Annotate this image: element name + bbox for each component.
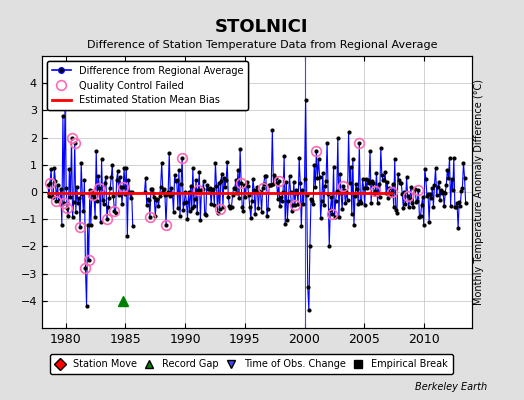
Legend: Difference from Regional Average, Quality Control Failed, Estimated Station Mean: Difference from Regional Average, Qualit… [47, 61, 248, 110]
Y-axis label: Monthly Temperature Anomaly Difference (°C): Monthly Temperature Anomaly Difference (… [474, 79, 484, 305]
Text: STOLNICI: STOLNICI [215, 18, 309, 36]
Text: Berkeley Earth: Berkeley Earth [415, 382, 487, 392]
Legend: Station Move, Record Gap, Time of Obs. Change, Empirical Break: Station Move, Record Gap, Time of Obs. C… [50, 354, 453, 374]
Text: Difference of Station Temperature Data from Regional Average: Difference of Station Temperature Data f… [87, 40, 437, 50]
